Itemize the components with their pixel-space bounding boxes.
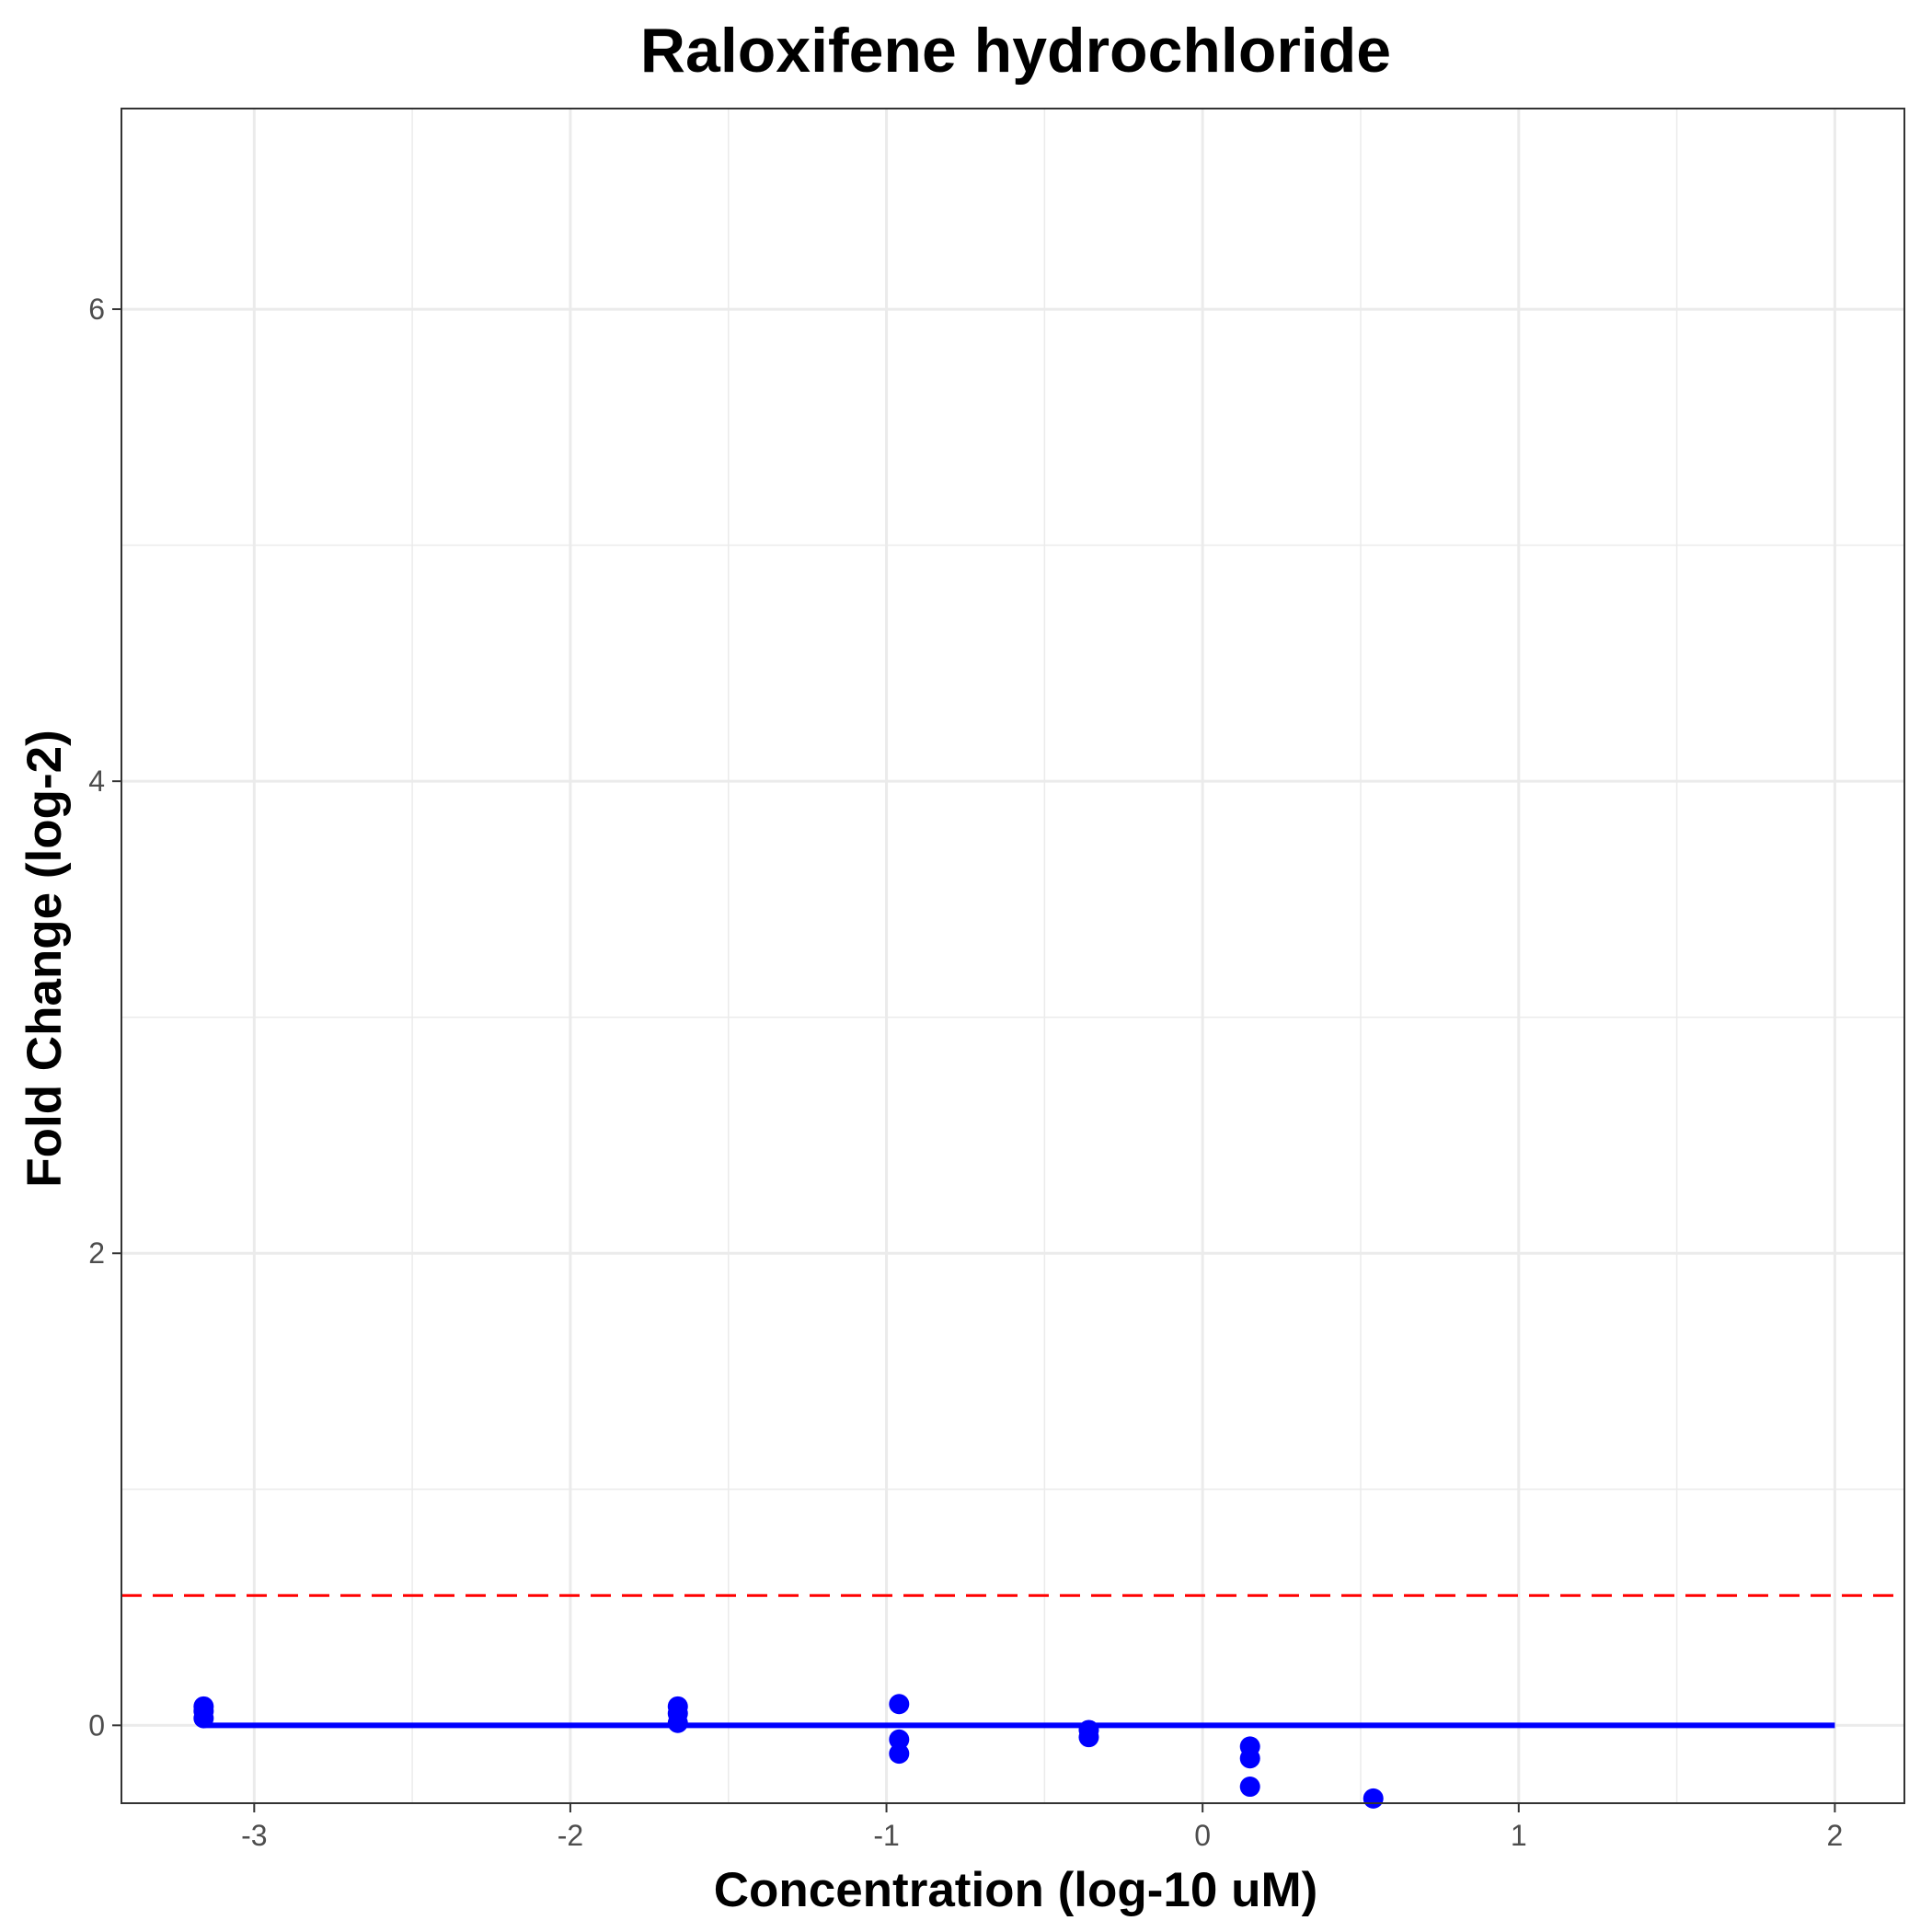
data-point xyxy=(889,1729,910,1750)
chart-title: Raloxifene hydrochloride xyxy=(640,16,1391,86)
x-axis-ticks: -3 -2 -1 0 1 2 xyxy=(241,1803,1843,1852)
data-point xyxy=(1239,1777,1260,1798)
x-tick-label: -2 xyxy=(558,1819,583,1852)
data-point xyxy=(889,1743,910,1765)
data-point xyxy=(667,1712,688,1733)
x-tick-label: 2 xyxy=(1827,1819,1844,1852)
x-tick-label: 0 xyxy=(1194,1819,1211,1852)
plot-panel-border xyxy=(121,108,1905,1804)
x-tick-label: -3 xyxy=(241,1819,267,1852)
plot-marks xyxy=(121,1593,1904,1809)
y-tick-label: 2 xyxy=(88,1236,105,1270)
data-point xyxy=(889,1694,910,1715)
y-axis-title: Fold Change (log-2) xyxy=(17,730,72,1188)
x-tick-label: 1 xyxy=(1511,1819,1527,1852)
y-tick-label: 6 xyxy=(88,293,105,326)
x-axis-title: Concentration (log-10 uM) xyxy=(714,1863,1318,1917)
data-point xyxy=(1363,1788,1384,1809)
data-point xyxy=(1078,1727,1099,1748)
y-axis-ticks: 0 2 4 6 xyxy=(88,293,121,1742)
minor-gridlines xyxy=(121,109,1904,1803)
data-point xyxy=(193,1708,214,1729)
y-tick-label: 0 xyxy=(88,1708,105,1742)
data-point xyxy=(1239,1748,1260,1769)
y-tick-label: 4 xyxy=(88,765,105,798)
x-tick-label: -1 xyxy=(873,1819,899,1852)
major-gridlines xyxy=(121,109,1904,1803)
